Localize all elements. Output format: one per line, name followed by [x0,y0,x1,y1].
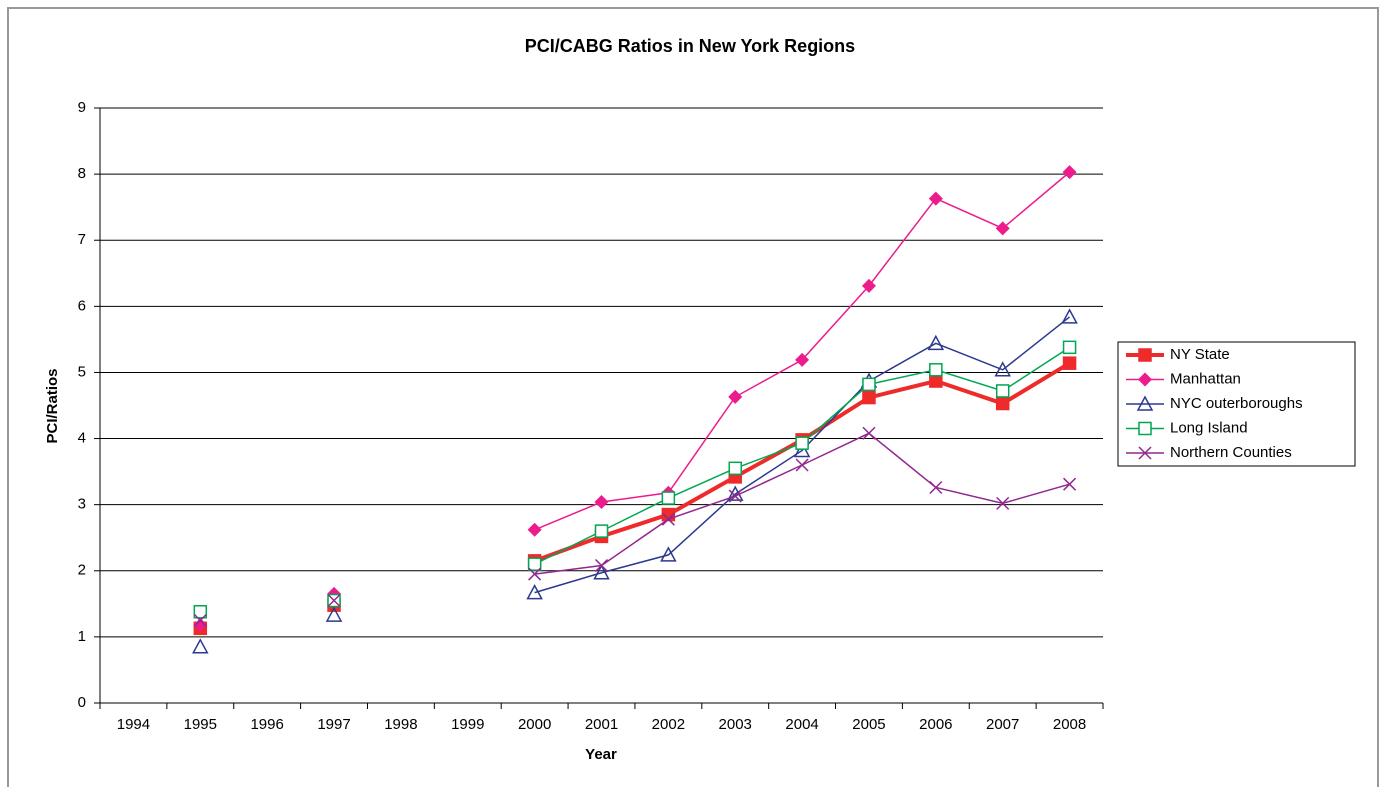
marker [192,638,209,654]
marker [661,491,676,505]
x-tick-label: 2003 [719,716,752,733]
marker [795,352,810,367]
marker [728,489,742,503]
x-axis-title: Year [585,746,617,763]
y-tick-label: 5 [78,363,86,380]
y-tick-label: 1 [78,628,86,645]
series-line [534,316,1071,594]
x-tick-label: 2004 [785,716,818,733]
marker [795,458,809,472]
marker [1062,356,1077,370]
marker [594,558,609,573]
y-tick-label: 3 [78,496,86,513]
x-tick-label: 1996 [250,716,283,733]
x-tick-label: 2000 [518,716,551,733]
marker [793,441,811,458]
marker [327,593,341,608]
marker [862,426,876,440]
marker [1062,165,1077,180]
marker [927,334,945,351]
x-tick-label: 1994 [117,716,150,733]
marker [1138,348,1152,362]
chart-title: PCI/CABG Ratios in New York Regions [525,36,855,56]
marker [1138,446,1152,460]
marker [528,567,542,581]
x-tick-label: 2006 [919,716,952,733]
marker [995,396,1010,411]
series-line [534,171,1071,531]
marker [1138,372,1152,387]
marker [1138,421,1152,436]
marker [928,191,943,206]
x-tick-label: 2001 [585,716,618,733]
y-tick-label: 9 [78,99,86,116]
x-tick-label: 2007 [986,716,1019,733]
marker [995,221,1010,236]
y-tick-label: 8 [78,165,86,182]
marker [1061,308,1078,324]
marker [594,524,609,538]
marker [193,613,207,627]
marker [193,605,208,619]
legend-label: Northern Counties [1170,444,1292,461]
marker [929,374,943,388]
marker [661,512,675,526]
y-tick-label: 4 [78,430,86,447]
series-line [533,361,1071,563]
legend-label: NY State [1170,346,1230,363]
marker [995,384,1010,398]
chart-frame [7,7,1379,787]
legend-label: Long Island [1170,419,1248,436]
x-tick-label: 1999 [451,716,484,733]
marker [527,557,542,571]
marker [861,278,876,293]
legend-label: Manhattan [1170,370,1241,387]
marker [929,480,943,495]
marker [795,436,809,450]
marker [862,390,876,405]
marker [193,617,208,632]
marker [593,564,610,580]
x-tick-label: 1998 [384,716,417,733]
marker [1136,395,1154,411]
marker [728,389,743,404]
x-tick-label: 2005 [852,716,885,733]
marker [929,363,943,377]
marker [527,522,542,537]
legend-label: NYC outerboroughs [1170,395,1303,412]
marker [728,461,742,476]
y-axis-title: PCI/Ratios [44,368,61,443]
marker [594,495,609,510]
marker [994,361,1011,377]
marker [1063,477,1077,491]
marker [526,584,543,600]
x-tick-label: 1995 [184,716,217,733]
x-tick-label: 1997 [317,716,350,733]
marker [1062,340,1077,355]
y-tick-label: 0 [78,694,86,711]
marker [660,546,677,562]
marker [325,606,343,622]
x-tick-label: 2008 [1053,716,1086,733]
y-tick-label: 6 [78,297,86,314]
series-line [534,432,1070,575]
y-tick-label: 7 [78,231,86,248]
x-tick-label: 2002 [652,716,685,733]
marker [862,377,876,392]
marker [996,496,1010,510]
y-tick-label: 2 [78,562,86,579]
